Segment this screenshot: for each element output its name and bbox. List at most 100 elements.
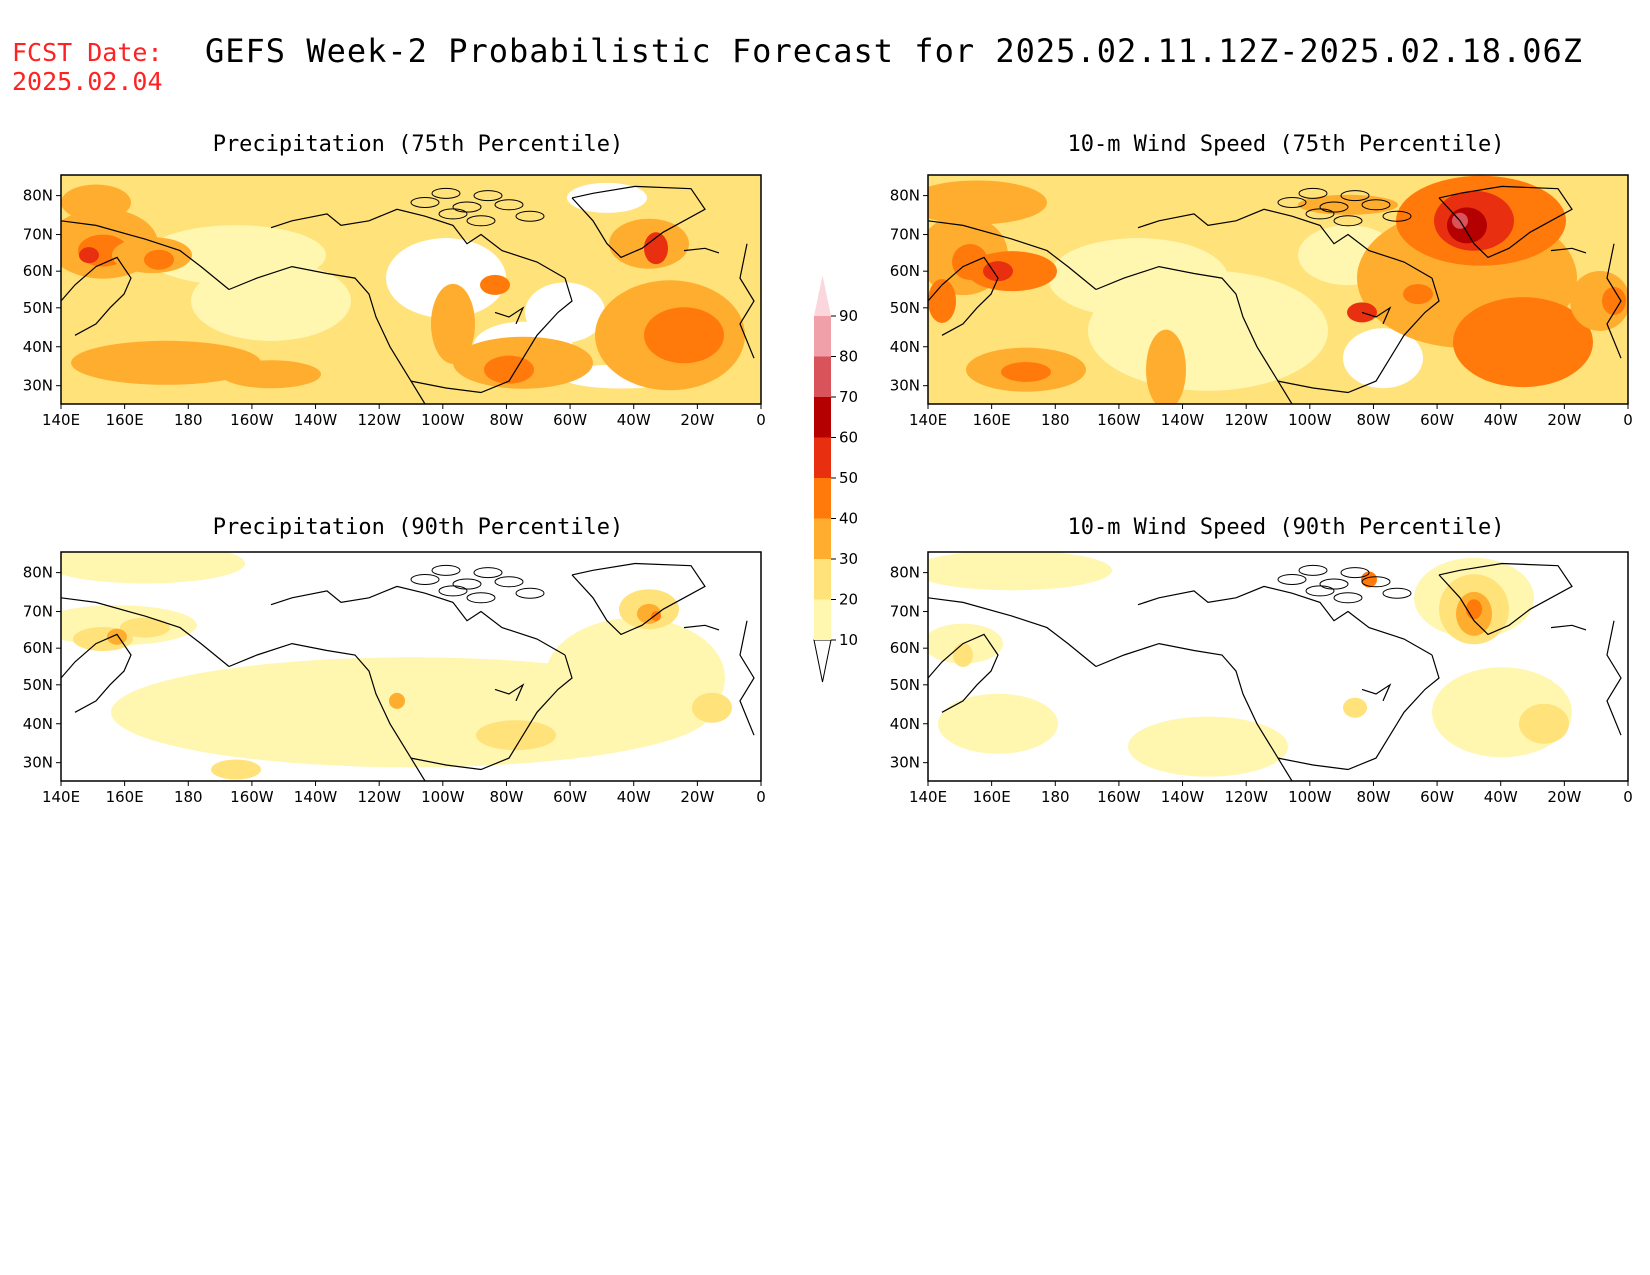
lon-label: 120W: [357, 411, 401, 429]
lon-label: 160E: [973, 788, 1011, 806]
island-outline: [410, 573, 440, 585]
island-outline: [438, 208, 468, 220]
colorbar-label: 60: [839, 429, 858, 447]
island-outline: [473, 190, 503, 202]
prob-blob: [1403, 284, 1433, 305]
lon-label: 140E: [42, 788, 80, 806]
lat-label: 80N: [23, 187, 53, 205]
coastline: [228, 642, 426, 781]
prob-blob: [1048, 238, 1228, 319]
coastline: [928, 597, 1097, 667]
island-outline: [1319, 201, 1349, 213]
lat-label: 40N: [890, 715, 920, 733]
lat-label: 50N: [890, 299, 920, 317]
fcst-label: FCST Date:: [12, 38, 163, 67]
lon-label: 140W: [294, 788, 338, 806]
island-outline: [494, 199, 524, 211]
lon-label: 60W: [1420, 411, 1454, 429]
coastline: [571, 562, 706, 636]
island-outline: [494, 576, 524, 588]
coastline: [1606, 620, 1622, 736]
lon-label: 160E: [106, 788, 144, 806]
lon-label: 140E: [42, 411, 80, 429]
prob-blob: [1343, 697, 1367, 718]
prob-blob: [545, 617, 725, 738]
coastline: [739, 243, 755, 359]
map-panel-wind75: 80N 70N 60N 50N 40N 30N 140E 160E 180 160W 140W 120…: [890, 174, 1633, 429]
coastline: [1095, 265, 1293, 404]
lon-label: 20W: [680, 788, 714, 806]
island-outline: [473, 567, 503, 579]
prob-blob: [928, 278, 956, 323]
fcst-date: 2025.02.04: [12, 67, 163, 96]
prob-blob: [928, 180, 1047, 225]
lon-label: 40W: [617, 411, 651, 429]
map-frame: [927, 551, 1629, 782]
lon-label: 180: [1041, 411, 1070, 429]
probability-field: [928, 175, 1628, 404]
prob-blob: [1570, 270, 1628, 331]
coastline: [1438, 562, 1573, 636]
lon-label: 140W: [1161, 411, 1205, 429]
lon-label: 40W: [1484, 788, 1518, 806]
prob-blob: [567, 182, 647, 213]
lat-label: 60N: [890, 639, 920, 657]
lon-label: 20W: [1547, 411, 1581, 429]
prob-blob: [1453, 297, 1593, 388]
main-title: GEFS Week-2 Probabilistic Forecast for 2…: [205, 32, 1584, 70]
lat-label: 80N: [890, 187, 920, 205]
island-outline: [410, 196, 440, 208]
lat-label: 30N: [890, 754, 920, 772]
map-panel-wind90: 80N 70N 60N 50N 40N 30N 140E 160E 180 160W 140W 120…: [890, 551, 1633, 806]
colorbar-label: 90: [839, 307, 858, 325]
coastline: [739, 620, 755, 736]
prob-blob: [144, 249, 174, 270]
coastline: [1137, 585, 1433, 656]
colorbar-label: 70: [839, 388, 858, 406]
probability-field: [61, 175, 761, 404]
island-outline: [1298, 187, 1328, 199]
prob-blob: [953, 643, 973, 668]
prob-blob: [61, 184, 131, 221]
lat-label: 60N: [23, 262, 53, 280]
island-outline: [1277, 573, 1307, 585]
coastline: [928, 220, 1097, 290]
coastline: [228, 265, 426, 404]
prob-blob: [79, 247, 99, 264]
prob-blob: [61, 552, 245, 584]
island-outline: [1298, 564, 1328, 576]
coastline: [1277, 654, 1440, 771]
prob-blob: [1602, 286, 1626, 315]
lon-label: 140E: [909, 788, 947, 806]
lat-label: 80N: [23, 564, 53, 582]
map-panel-precip90: 80N 70N 60N 50N 40N 30N 140E 160E 180 160W 140W 120…: [23, 551, 766, 806]
map-frame: [60, 174, 762, 405]
lon-label: 160W: [1097, 411, 1141, 429]
lon-label: 60W: [1420, 788, 1454, 806]
lat-label: 60N: [23, 639, 53, 657]
lat-label: 70N: [890, 603, 920, 621]
coastline: [928, 256, 999, 336]
colorbar-box: [814, 518, 831, 559]
coastline: [683, 247, 720, 254]
coastline: [571, 185, 706, 259]
prob-blob: [1001, 361, 1051, 382]
lon-label: 100W: [421, 788, 465, 806]
coastline: [410, 654, 573, 771]
coastline: [61, 633, 132, 713]
map-frame: [927, 174, 1629, 405]
prob-blob: [480, 274, 510, 295]
island-outline: [1361, 576, 1391, 588]
lat-label: 70N: [23, 226, 53, 244]
panel-title-precip90: Precipitation (90th Percentile): [212, 515, 624, 540]
coastline: [1277, 277, 1440, 394]
lat-label: 50N: [23, 299, 53, 317]
lon-label: 160W: [230, 411, 274, 429]
lon-label: 0: [756, 411, 766, 429]
panel-title-wind90: 10-m Wind Speed (90th Percentile): [1067, 515, 1505, 540]
colorbar-box: [814, 397, 831, 438]
colorbar: 10 20 30 40 50 60 70 80 90: [813, 275, 858, 683]
prob-blob: [211, 759, 261, 780]
probability-field: [61, 552, 761, 781]
